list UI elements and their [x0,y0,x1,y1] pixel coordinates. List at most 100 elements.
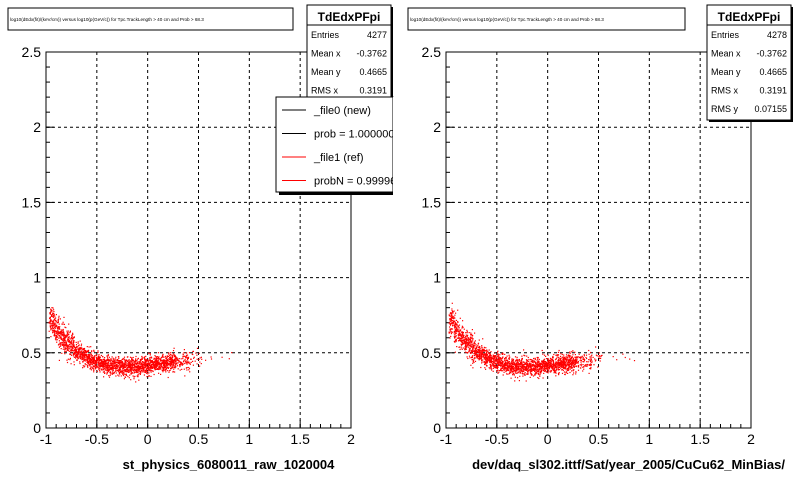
data-point [49,325,51,327]
data-point [555,363,558,365]
data-point [490,356,492,359]
data-point [517,372,519,374]
data-point [459,333,461,335]
data-point [115,358,117,360]
data-point [136,370,138,372]
data-point [503,367,505,369]
data-point [61,343,64,346]
data-point [142,364,144,366]
data-point [133,368,136,370]
data-point [139,373,141,375]
data-point [97,364,100,366]
data-point [87,356,89,358]
data-point [141,358,143,360]
data-point [470,334,472,336]
data-point [538,364,540,366]
data-point [590,358,592,360]
data-point [194,360,196,362]
data-point [137,369,139,371]
data-point [196,347,199,349]
stats-label: Mean x [711,49,741,59]
data-point [505,368,507,370]
data-point [481,362,483,364]
data-point [463,342,465,344]
data-point [169,357,171,359]
data-point [59,326,61,328]
data-point [514,356,517,358]
data-point [454,336,456,338]
data-point [141,355,143,358]
data-point [564,366,566,368]
data-point [129,356,132,358]
data-point [540,363,542,365]
data-point [97,357,99,359]
data-point [583,358,585,361]
x-tick-label: 0 [544,431,552,447]
data-point [537,362,539,364]
data-point [130,370,132,372]
data-point [71,339,73,341]
data-point [555,375,557,377]
data-point [468,340,470,342]
data-point [149,354,151,356]
data-point [64,350,66,352]
data-point [59,342,61,344]
data-point [471,356,474,359]
data-point [113,360,116,362]
data-point [486,355,489,357]
data-point [598,356,600,358]
data-point [182,358,184,360]
data-point [164,365,166,368]
data-point [53,323,55,325]
data-point [49,312,51,314]
data-point [538,358,540,360]
data-point [153,365,155,367]
data-point [163,362,165,364]
data-point [460,340,462,342]
data-point [463,338,465,340]
data-point [504,366,506,368]
data-point [461,348,463,350]
data-point [509,365,511,367]
data-point [71,342,73,344]
data-point [532,369,534,371]
y-tick-label: 1 [33,270,41,286]
data-point [512,362,514,364]
data-point [134,365,136,367]
y-tick-label: 1.5 [422,194,442,210]
data-point [526,355,528,357]
data-point [601,354,603,356]
data-point [124,373,126,375]
data-point [112,365,114,367]
data-point [182,363,184,365]
data-point [135,358,137,360]
data-point [166,362,168,365]
data-point [177,368,179,370]
data-point [560,358,562,360]
data-point [486,351,488,353]
data-point [472,349,474,351]
data-point [165,371,167,373]
data-point [508,356,510,358]
data-point [575,362,577,364]
data-point [87,358,89,360]
data-point [530,364,532,366]
data-point [543,370,545,372]
data-point [105,366,107,368]
data-point [148,352,150,354]
data-point [98,363,100,365]
data-point [82,358,84,360]
data-point [558,368,561,371]
stats-label: Mean y [711,67,741,77]
data-point [513,361,515,363]
data-point [572,350,574,352]
data-point [130,365,132,367]
data-point [53,318,56,320]
data-point [553,363,555,365]
data-point [91,359,93,361]
data-point [485,357,487,359]
data-point [558,349,560,352]
data-point [517,360,519,363]
data-point [126,370,129,373]
data-point [452,315,454,317]
